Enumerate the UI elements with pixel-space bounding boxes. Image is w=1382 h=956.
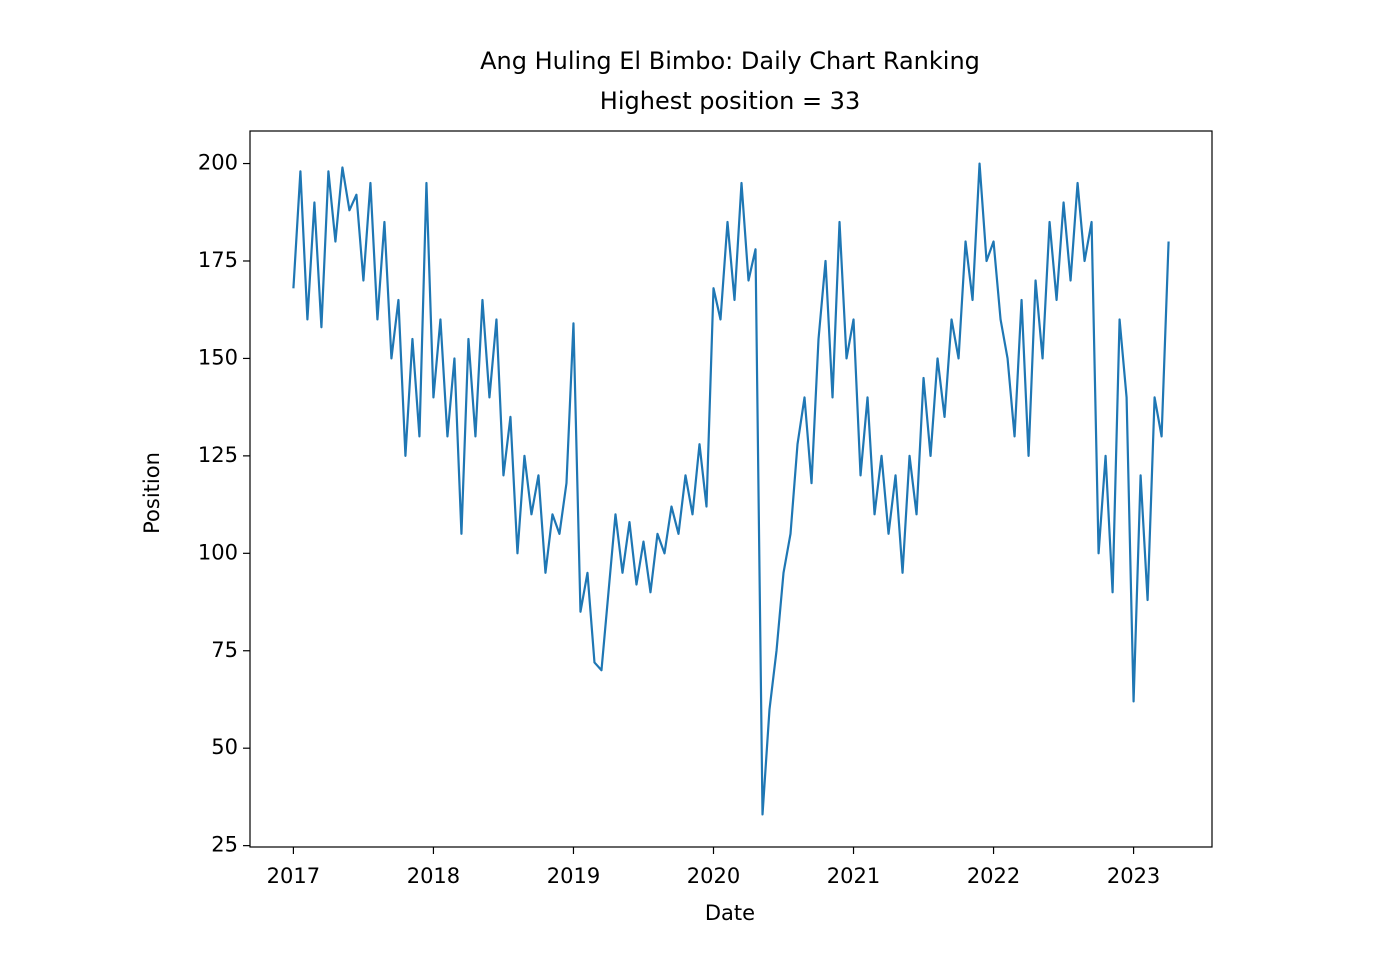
x-tick-label: 2020 (687, 864, 740, 888)
data-line (292, 162, 1170, 816)
y-tick-label: 75 (211, 638, 238, 662)
y-tick-label: 175 (198, 248, 238, 272)
x-tick-label: 2022 (967, 864, 1020, 888)
chart-subtitle: Highest position = 33 (600, 87, 860, 115)
x-axis-label: Date (705, 901, 755, 925)
y-tick-label: 25 (211, 833, 238, 857)
chart-title: Ang Huling El Bimbo: Daily Chart Ranking (480, 47, 980, 75)
y-tick-label: 125 (198, 443, 238, 467)
y-tick-label: 150 (198, 345, 238, 369)
plot-frame (249, 130, 1213, 848)
x-tick-label: 2023 (1107, 864, 1160, 888)
y-tick-label: 100 (198, 540, 238, 564)
x-tick-label: 2018 (407, 864, 460, 888)
x-tick-label: 2019 (547, 864, 600, 888)
x-tick-label: 2021 (827, 864, 880, 888)
y-axis-label: Position (140, 452, 164, 534)
y-tick-label: 50 (211, 735, 238, 759)
y-tick-label: 200 (198, 151, 238, 175)
x-tick-label: 2017 (267, 864, 320, 888)
